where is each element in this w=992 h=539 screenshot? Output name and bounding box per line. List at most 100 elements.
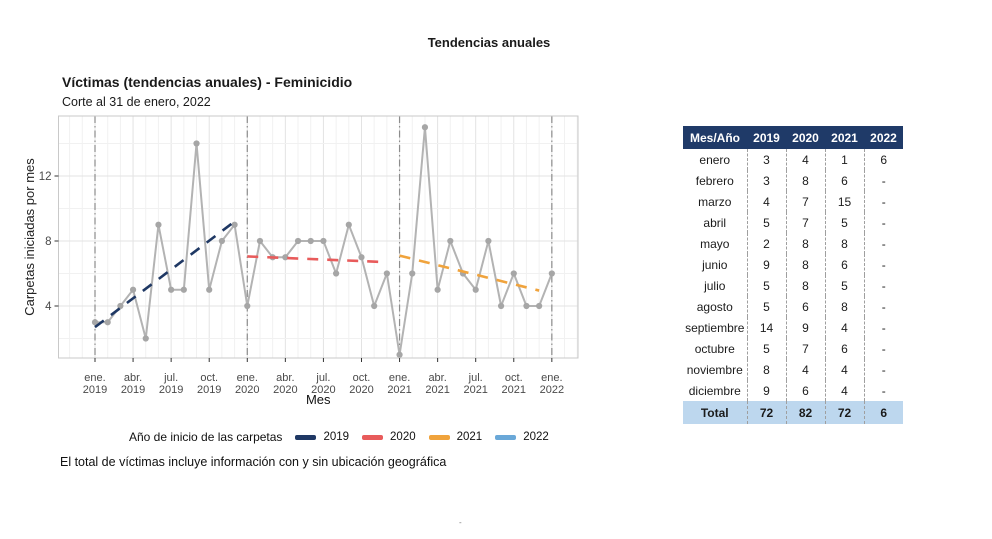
- table-row: junio 9 8 6-: [683, 254, 903, 275]
- cell-2022: -: [863, 191, 903, 212]
- trend-line-2019: [94, 220, 236, 329]
- cell-2021: 4: [824, 380, 864, 401]
- cell-2019: 9: [746, 380, 786, 401]
- row-label: marzo: [698, 194, 732, 209]
- data-point: [168, 286, 175, 293]
- x-tick-label: 2020: [273, 384, 297, 396]
- x-tick-label: ene.: [389, 372, 410, 384]
- x-tick-label: 2019: [83, 384, 107, 396]
- row-label: octubre: [694, 341, 735, 356]
- row-label: abril: [703, 215, 727, 230]
- data-point: [320, 237, 327, 245]
- row-label: mayo: [700, 236, 730, 251]
- cell-2020: 4: [785, 149, 825, 170]
- table-header-2021: 2021: [825, 126, 864, 149]
- table-row: marzo 4 7 15-: [683, 191, 903, 212]
- row-label: julio: [704, 278, 726, 293]
- cell-2022: -: [863, 359, 903, 380]
- cell-2019: 5: [746, 212, 786, 233]
- table-row: agosto 5 6 8-: [683, 296, 903, 317]
- year-start-marker-lines: [94, 116, 553, 358]
- data-points: [91, 124, 555, 358]
- data-point: [472, 286, 479, 293]
- footer-mark: -: [459, 518, 462, 527]
- cell-2022: -: [863, 275, 903, 296]
- data-point: [358, 254, 365, 261]
- legend-label: 2021: [456, 431, 483, 443]
- x-tick-label: jul.: [163, 372, 178, 384]
- data-point: [91, 319, 99, 326]
- panel-border: [58, 115, 579, 359]
- cell-2019: 5: [746, 296, 786, 317]
- data-point: [485, 237, 492, 245]
- chart-subtitle: Corte al 31 de enero, 2022: [62, 95, 211, 109]
- x-axis-title: Mes: [306, 392, 331, 407]
- legend-title: Año de inicio de las carpetas: [129, 430, 283, 444]
- x-tick-label: oct.: [505, 372, 523, 384]
- table-header-2020: 2020: [786, 126, 825, 149]
- cell-2021: 15: [824, 191, 864, 212]
- data-point: [447, 237, 454, 245]
- table-row: enero 3 4 1 6: [683, 149, 903, 170]
- cell-2020: 7: [785, 191, 825, 212]
- x-tick-label: 2021: [425, 384, 449, 396]
- x-tick-label: oct.: [200, 372, 218, 384]
- row-label: junio: [702, 257, 728, 272]
- y-tick-label: 12: [39, 171, 52, 183]
- data-point: [244, 302, 251, 310]
- legend-swatch-2021: [428, 434, 450, 440]
- cell-2021: 4: [824, 317, 864, 338]
- data-point: [206, 286, 213, 293]
- cell-2019: 4: [746, 191, 786, 212]
- cell-2020: 82: [785, 401, 825, 424]
- cell-2022: -: [863, 233, 903, 254]
- footnote: El total de víctimas incluye información…: [60, 455, 447, 469]
- row-label: diciembre: [688, 383, 741, 398]
- cell-2020: 7: [785, 212, 825, 233]
- row-label: agosto: [696, 299, 733, 314]
- axes: ene.2019abr.2019jul.2019oct.2019ene.2020…: [22, 158, 564, 407]
- data-point: [345, 221, 352, 228]
- cell-2019: 8: [746, 359, 786, 380]
- cell-2022: 6: [863, 149, 903, 170]
- legend-item-2021: 2021: [428, 431, 483, 443]
- cell-2020: 9: [785, 317, 825, 338]
- cell-2021: 72: [824, 401, 864, 424]
- row-label: noviembre: [686, 362, 743, 377]
- x-tick-label: 2022: [540, 384, 564, 396]
- data-point: [155, 221, 162, 228]
- row-label: febrero: [695, 173, 734, 188]
- table-row: mayo 2 8 8-: [683, 233, 903, 254]
- cell-2022: 6: [863, 401, 903, 424]
- cell-2021: 6: [824, 170, 864, 191]
- x-tick-label: jul.: [468, 372, 483, 384]
- cell-2022: -: [863, 254, 903, 275]
- data-point: [256, 237, 264, 245]
- trend-lines: [94, 220, 540, 329]
- table-row: septiembre 14 9 4-: [683, 317, 903, 338]
- row-label: Total: [683, 401, 747, 424]
- table-row: febrero 3 8 6-: [683, 170, 903, 191]
- legend-swatch-2022: [495, 434, 517, 440]
- data-point: [231, 221, 238, 228]
- data-point: [434, 286, 441, 293]
- cell-2021: 4: [824, 359, 864, 380]
- cell-2020: 7: [785, 338, 825, 359]
- cell-2019: 2: [746, 233, 786, 254]
- data-point: [497, 302, 505, 310]
- trend-line-2021: [399, 254, 540, 292]
- data-point: [536, 302, 543, 310]
- cell-2021: 8: [824, 233, 864, 254]
- cell-2020: 6: [785, 380, 825, 401]
- cell-2022: -: [863, 338, 903, 359]
- table-total-row: Total 72 82 72 6: [683, 401, 903, 424]
- row-label: septiembre: [685, 320, 745, 335]
- x-tick-label: ene.: [84, 372, 105, 384]
- cell-2020: 4: [785, 359, 825, 380]
- legend-item-2019: 2019: [295, 431, 349, 443]
- x-tick-label: 2020: [235, 384, 259, 396]
- cell-2019: 5: [746, 338, 786, 359]
- y-tick-label: 4: [45, 301, 52, 313]
- x-tick-label: 2019: [159, 384, 183, 396]
- monthly-victims-table: Mes/Año 2019 2020 2021 2022 enero 3 4 1 6 febrero…: [683, 126, 903, 424]
